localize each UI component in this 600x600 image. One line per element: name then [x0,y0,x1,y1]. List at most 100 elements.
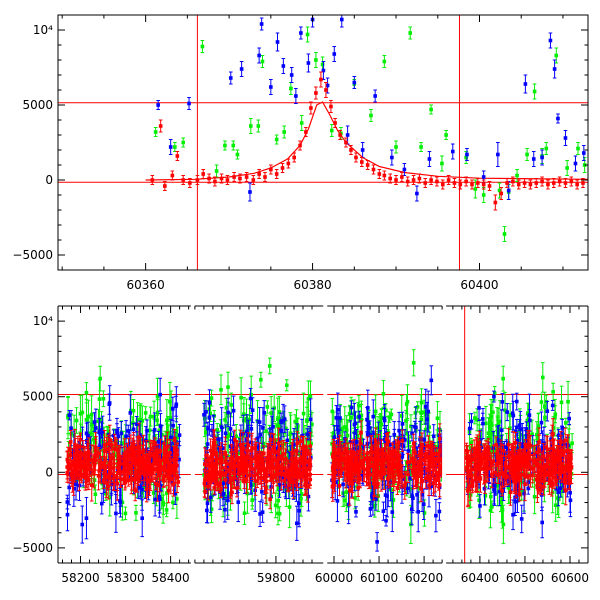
green-data-point [284,486,289,491]
blue-data-point [67,413,72,417]
red-data-point [377,172,382,176]
red-data-point [165,456,169,461]
red-data-point [205,453,209,458]
green-data-point [525,152,529,157]
red-data-point [163,184,167,188]
red-data-point [84,471,88,475]
red-data-point [150,446,154,451]
red-data-point [295,471,300,476]
blue-data-point [257,420,262,424]
red-data-point [181,178,185,182]
green-data-point [314,58,318,62]
blue-data-point [84,516,89,520]
blue-data-point [105,478,110,483]
green-data-point [200,44,205,49]
green-data-point [481,193,486,197]
red-data-point [157,473,162,478]
blue-data-point [531,157,536,161]
y-tick-label: 0 [45,173,53,187]
blue-data-point [204,410,208,414]
red-data-point [261,468,266,472]
green-data-point [148,428,152,433]
red-data-point [145,480,150,484]
blue-data-point [223,431,228,436]
red-data-point [175,452,179,457]
blue-data-point [246,458,251,463]
red-data-point [207,176,211,181]
blue-data-point [97,430,101,435]
green-data-point [154,486,159,490]
blue-data-point [245,429,249,434]
blue-data-point [332,52,337,56]
red-data-point [158,449,163,454]
red-data-point [81,460,85,464]
blue-data-point [390,155,394,160]
red-data-point [202,462,207,466]
green-data-point [107,495,112,500]
red-data-point [123,480,128,485]
red-data-point [135,445,139,450]
green-data-point [209,396,214,400]
blue-data-point [140,516,144,521]
blue-data-point [465,152,469,157]
red-data-point [546,182,550,187]
red-data-point [90,458,94,462]
blue-data-point [294,94,298,98]
green-data-point [90,422,95,427]
blue-data-point [205,508,209,513]
bottom-panel-full-light-curve: 58200 58300 58400 59800 60000 60100 60200 60400… [12,305,589,585]
blue-data-point [228,76,233,80]
blue-data-point [100,430,105,434]
green-data-point [134,511,138,515]
red-data-point [256,464,260,468]
blue-data-point [271,424,275,429]
blue-data-point [94,426,98,430]
red-data-point [173,466,177,471]
red-data-point [202,481,207,486]
green-data-point [234,434,239,439]
blue-data-point [216,437,220,441]
top-plot-area [58,15,588,270]
red-data-point [78,460,83,464]
green-data-point [259,377,263,382]
x-tick-label: 60400 [460,278,498,292]
blue-data-point [173,491,178,496]
blue-data-point [496,152,500,157]
red-data-point [470,182,474,187]
red-data-point [215,471,220,476]
green-data-point [101,396,106,401]
green-data-point [284,383,289,388]
red-data-point [128,466,133,471]
blue-data-point [267,445,272,450]
red-data-point [157,469,161,473]
blue-data-point [177,457,181,462]
blue-data-point [352,80,357,85]
red-data-point [435,179,439,184]
blue-data-point [128,411,133,415]
red-data-point [201,172,206,176]
green-data-point [104,491,108,496]
red-data-point [163,459,167,464]
blue-data-point [306,61,311,65]
green-data-point [223,418,227,422]
blue-data-point [153,497,157,502]
top-frame [57,14,589,271]
blue-data-point [548,38,553,43]
red-data-point [295,441,300,446]
green-data-point [305,32,310,37]
blue-data-point [325,83,330,88]
blue-data-point [255,436,259,441]
green-data-point [175,497,179,501]
red-data-point [300,455,304,459]
red-data-point [74,460,79,465]
red-data-point [115,481,119,486]
red-data-point [171,458,176,462]
green-data-point [84,390,89,395]
green-data-point [289,86,293,91]
red-data-point [284,457,288,461]
blue-data-point [275,40,280,44]
red-data-point [162,479,166,483]
red-data-point [117,467,121,472]
green-data-point [120,500,125,505]
red-data-point [130,457,135,461]
